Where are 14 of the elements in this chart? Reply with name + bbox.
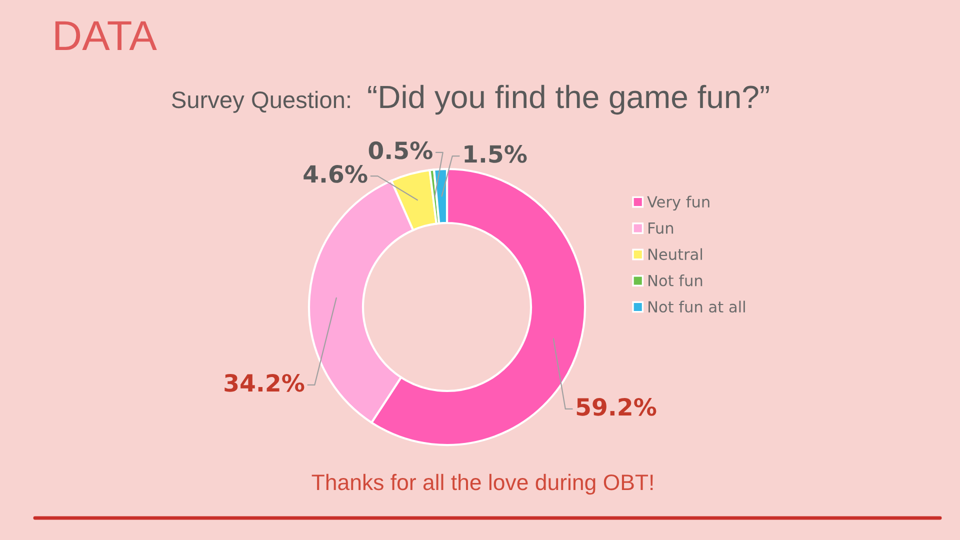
legend-label: Fun [648, 222, 674, 234]
data-label: 1.5% [464, 145, 527, 163]
legend-label: Neutral [648, 248, 702, 260]
legend-label: Not fun at all [648, 300, 745, 313]
text: Thanks for all the love during OBT! [312, 474, 653, 495]
chart-title: “Did you find the game fun?” [368, 84, 769, 115]
legend-label: Not fun [648, 274, 702, 286]
data-label: 4.6% [304, 165, 368, 183]
data-label: 34.2% [224, 374, 304, 392]
text: Survey Question: [172, 90, 350, 113]
data-label: 0.5% [368, 141, 432, 160]
data-label: 59.2% [576, 398, 656, 416]
legend-label: Very fun [647, 196, 710, 211]
text: DATA [55, 21, 157, 50]
